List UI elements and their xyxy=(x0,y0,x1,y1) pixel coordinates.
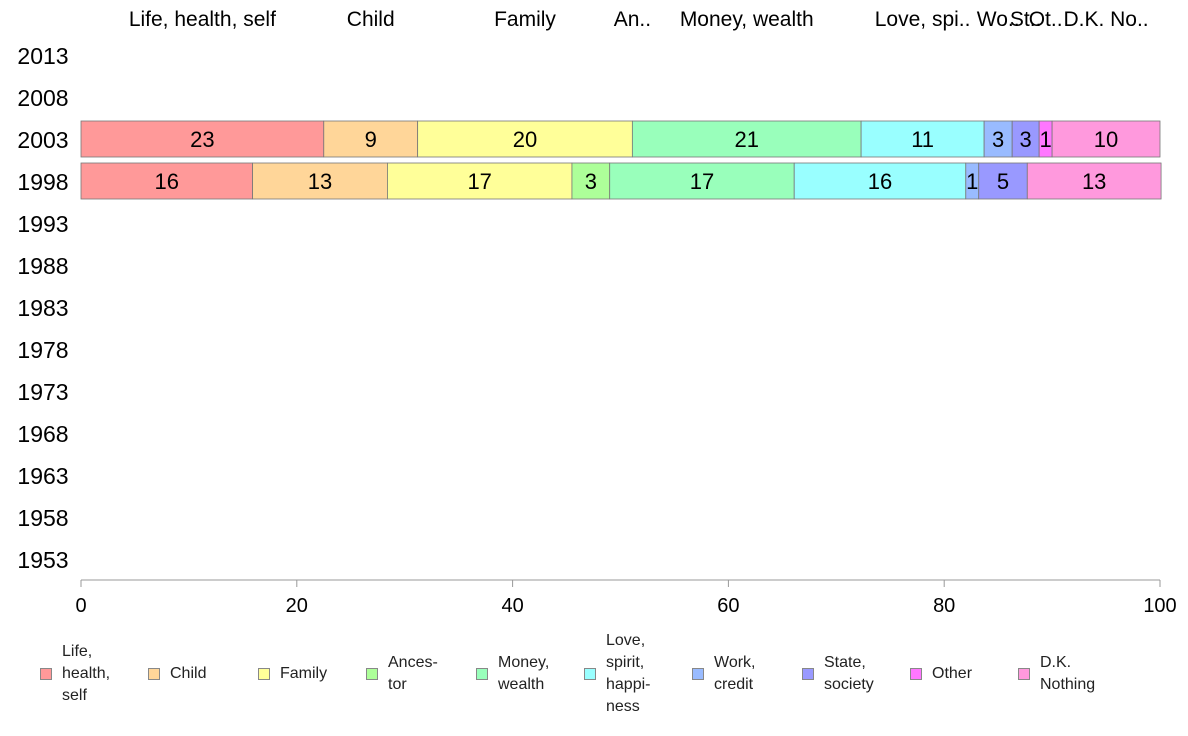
legend-item: Child xyxy=(148,663,206,685)
legend-swatch xyxy=(258,668,270,680)
top-category-label: St.. xyxy=(1010,8,1042,31)
data-label: 17 xyxy=(467,169,491,194)
bar-segment xyxy=(978,162,1028,200)
year-label: 1958 xyxy=(17,505,68,531)
year-label: 1978 xyxy=(17,337,68,363)
legend-label: Other xyxy=(932,665,973,682)
year-label: 2008 xyxy=(17,85,68,111)
legend-label: D.K. Nothing xyxy=(1040,654,1096,693)
legend-item: Life, health, self xyxy=(40,641,110,707)
stacked-bar-chart: Life, health, self Child Family An.. Money, … xyxy=(17,8,1176,617)
legend-swatch xyxy=(40,668,52,680)
legend-swatch xyxy=(148,668,160,680)
x-tick-label: 80 xyxy=(933,595,955,617)
year-label: 2003 xyxy=(17,127,68,153)
year-label: 1998 xyxy=(17,169,68,195)
bar-segment xyxy=(860,120,985,158)
data-label: 23 xyxy=(190,127,214,152)
bar-segment xyxy=(631,120,862,158)
year-label: 1983 xyxy=(17,295,68,321)
top-category-label: Life, health, self xyxy=(129,8,276,31)
bar-segment xyxy=(983,120,1013,158)
year-label: 1973 xyxy=(17,379,68,405)
legend-swatch xyxy=(584,668,596,680)
bar-segment xyxy=(1026,162,1162,200)
data-label: 3 xyxy=(1020,127,1032,152)
legend-swatch xyxy=(366,668,378,680)
legend-item: Family xyxy=(258,663,327,685)
legend-label: Money, wealth xyxy=(498,654,550,693)
legend-label: Work, credit xyxy=(714,654,756,693)
top-category-label: Money, wealth xyxy=(680,8,814,31)
x-tick-label: 40 xyxy=(501,595,523,617)
year-label: 1953 xyxy=(17,547,68,573)
data-label: 20 xyxy=(513,127,537,152)
x-tick-label: 100 xyxy=(1143,595,1176,617)
data-label: 5 xyxy=(997,169,1009,194)
legend-item: D.K. Nothing xyxy=(1018,652,1095,696)
bar-segment xyxy=(1011,120,1040,158)
legend-item: Other xyxy=(910,663,972,685)
bar-segment xyxy=(252,162,388,200)
data-label: 11 xyxy=(911,127,934,152)
legend-item: Ances- tor xyxy=(366,652,438,696)
data-label: 10 xyxy=(1094,127,1118,152)
year-label: 1988 xyxy=(17,253,68,279)
year-label: 1963 xyxy=(17,463,68,489)
legend: Life, health, self Child Family Ances- tor M… xyxy=(0,628,1188,728)
bar-segment xyxy=(793,162,967,200)
data-label: 1 xyxy=(1040,127,1052,152)
legend-swatch xyxy=(476,668,488,680)
legend-item: Work, credit xyxy=(692,652,755,696)
top-category-label: Child xyxy=(347,8,395,31)
data-label: 16 xyxy=(868,169,892,194)
legend-swatch xyxy=(910,668,922,680)
top-category-label: D.K. No.. xyxy=(1063,8,1148,31)
top-category-label: Family xyxy=(494,8,556,31)
legend-label: Love, spirit, happi- ness xyxy=(606,632,651,715)
x-tick-label: 20 xyxy=(286,595,308,617)
bar-segment xyxy=(80,120,325,158)
bar-segment xyxy=(417,120,633,158)
legend-item: Love, spirit, happi- ness xyxy=(584,630,650,718)
bar-segment xyxy=(80,162,253,200)
legend-swatch xyxy=(802,668,814,680)
legend-swatch xyxy=(1018,668,1030,680)
year-label: 2013 xyxy=(17,43,68,69)
year-label: 1993 xyxy=(17,211,68,237)
data-label: 9 xyxy=(365,127,377,152)
legend-label: Ances- tor xyxy=(388,654,438,693)
data-label: 13 xyxy=(1082,169,1106,194)
data-label: 21 xyxy=(735,127,759,152)
top-category-label: An.. xyxy=(614,8,651,31)
bar-segment xyxy=(609,162,795,200)
legend-item: Money, wealth xyxy=(476,652,549,696)
legend-swatch xyxy=(692,668,704,680)
data-label: 3 xyxy=(585,169,597,194)
data-label: 1 xyxy=(966,169,978,194)
data-label: 13 xyxy=(308,169,332,194)
top-category-label: Love, spi.. xyxy=(875,8,971,31)
legend-label: Life, health, self xyxy=(62,643,111,704)
bar-segment xyxy=(1051,120,1161,158)
data-label: 16 xyxy=(155,169,179,194)
legend-label: Family xyxy=(280,665,328,682)
x-tick-label: 60 xyxy=(717,595,739,617)
x-tick-label: 0 xyxy=(75,595,86,617)
data-label: 17 xyxy=(690,169,714,194)
year-label: 1968 xyxy=(17,421,68,447)
legend-item: State, society xyxy=(802,652,874,696)
data-label: 3 xyxy=(992,127,1004,152)
top-category-label: Wo.. xyxy=(977,8,1020,31)
bar-segment xyxy=(387,162,573,200)
top-category-label: Ot.. xyxy=(1029,8,1063,31)
legend-label: State, society xyxy=(824,654,874,693)
legend-label: Child xyxy=(170,665,207,682)
